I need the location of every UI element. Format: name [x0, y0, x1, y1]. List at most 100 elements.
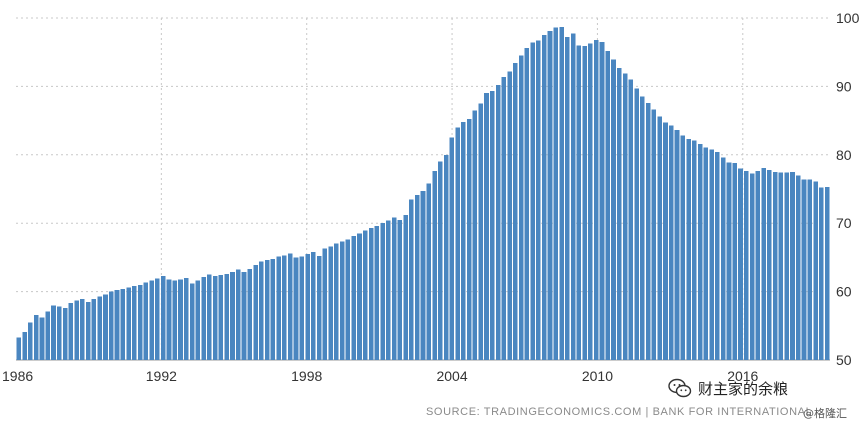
bar: [345, 239, 351, 360]
bar: [582, 46, 587, 360]
bar: [749, 173, 755, 360]
bar: [616, 67, 622, 360]
bar: [241, 271, 247, 360]
bar: [264, 260, 270, 360]
bar: [33, 314, 39, 360]
bar: [449, 137, 455, 360]
bar: [634, 88, 639, 361]
y-axis-tick-labels: 50 60 70 80 90 100: [836, 10, 860, 368]
bar: [120, 288, 126, 360]
x-tick-label: 1986: [2, 368, 33, 384]
bar: [143, 282, 149, 360]
bar: [426, 183, 432, 360]
bar: [755, 171, 761, 360]
bar: [322, 248, 328, 360]
bar: [184, 277, 189, 360]
bar: [85, 301, 91, 360]
bar: [97, 296, 102, 360]
bar: [391, 217, 397, 360]
x-tick-label: 2004: [436, 368, 467, 384]
x-tick-label: 1992: [146, 368, 177, 384]
bar: [697, 143, 703, 360]
bar: [761, 167, 766, 360]
bar: [189, 283, 195, 360]
bar: [259, 261, 264, 360]
bar: [357, 233, 362, 360]
bar: [212, 275, 218, 360]
bar: [368, 227, 374, 360]
bar: [547, 30, 553, 360]
bar: [16, 337, 22, 360]
bar: [611, 59, 616, 360]
y-tick-label: 70: [836, 215, 852, 231]
bar: [570, 33, 576, 361]
bar: [328, 246, 333, 360]
bar: [149, 280, 154, 360]
bar: [339, 241, 345, 360]
bar: [472, 110, 478, 360]
bar: [790, 171, 795, 360]
bar: [680, 135, 686, 360]
bar: [593, 39, 599, 360]
bar: [230, 271, 235, 360]
bar: [224, 273, 230, 360]
bar: [420, 191, 426, 360]
bar: [715, 152, 720, 360]
bar: [126, 287, 131, 360]
bar: [108, 291, 114, 360]
bar: [39, 317, 45, 360]
bar: [207, 274, 212, 360]
bar: [484, 93, 489, 361]
y-tick-label: 90: [836, 78, 852, 94]
bar: [51, 305, 56, 360]
bar: [738, 168, 743, 360]
bar: [438, 161, 443, 360]
bar: [605, 50, 611, 360]
bar: [703, 147, 709, 360]
bar: [386, 220, 391, 360]
source-attribution: SOURCE: TRADINGECONOMICS.COM | BANK FOR …: [426, 406, 810, 418]
bar: [576, 45, 582, 361]
bar: [155, 278, 160, 360]
bar: [166, 279, 172, 360]
bar: [565, 37, 570, 360]
bar: [235, 269, 241, 360]
bar: [311, 251, 316, 360]
bar: [668, 125, 674, 360]
bar: [744, 171, 749, 360]
bar: [403, 214, 408, 360]
bar: [622, 73, 628, 361]
bar: [414, 195, 420, 360]
bar: [68, 303, 74, 360]
y-tick-label: 50: [836, 352, 852, 368]
bar: [720, 157, 726, 360]
bar: [305, 253, 310, 360]
bar: [518, 55, 524, 361]
bar: [732, 163, 738, 360]
bar: [645, 102, 651, 360]
bar: [316, 256, 322, 360]
y-tick-label: 80: [836, 147, 852, 163]
bar: [137, 284, 143, 360]
bar: [651, 109, 657, 360]
bar: [45, 311, 51, 360]
x-axis-tick-labels: 1986 1992 1998 2004 2010 2016: [2, 368, 759, 384]
bar: [536, 40, 541, 361]
bar: [178, 279, 183, 360]
bar: [686, 139, 691, 360]
bar: [819, 187, 824, 360]
bar: [299, 256, 305, 360]
bar: [443, 154, 449, 360]
bar: [726, 162, 732, 360]
bar: [674, 130, 680, 360]
bar: [784, 172, 789, 360]
bar: [461, 121, 466, 360]
bar: [559, 26, 564, 361]
bar: [553, 27, 559, 361]
bar: [513, 63, 518, 360]
bar: [501, 76, 507, 360]
wechat-icon: [668, 378, 692, 398]
bar: [663, 122, 668, 360]
bar-series: [16, 26, 830, 361]
